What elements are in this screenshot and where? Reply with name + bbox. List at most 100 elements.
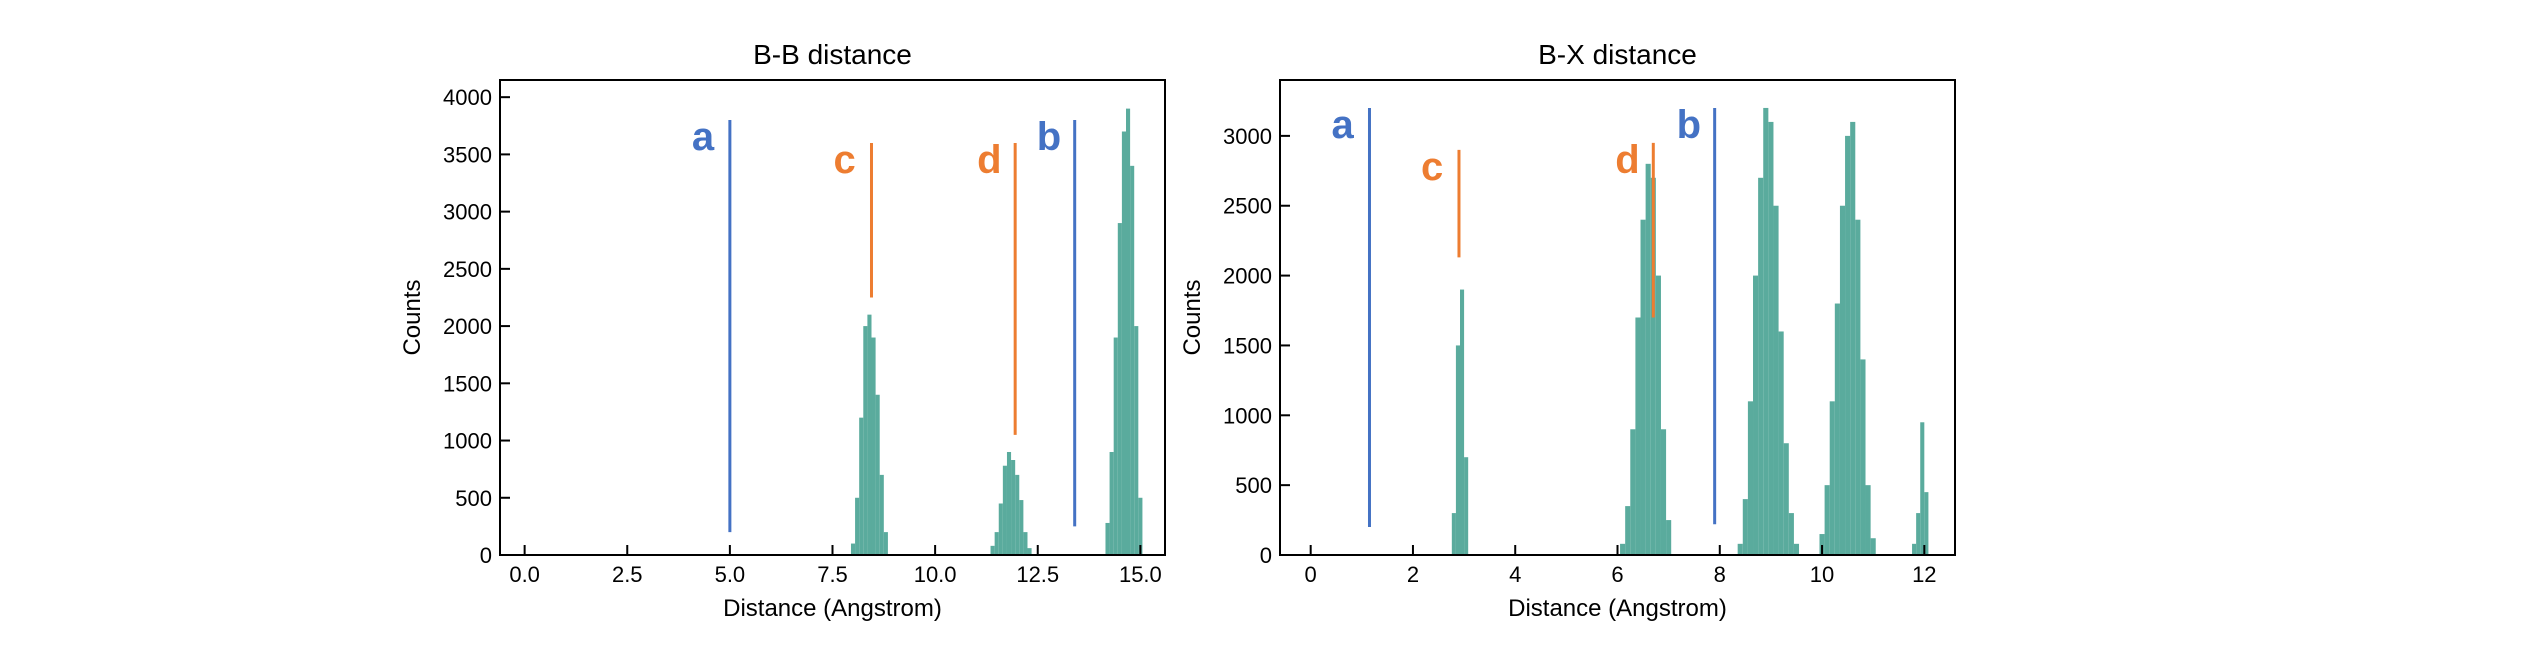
histogram-bars (1451, 107, 1929, 556)
histogram-bar (1138, 497, 1143, 555)
histogram-bar (1834, 303, 1840, 555)
histogram-bar (1660, 429, 1667, 555)
histogram-bar (1850, 121, 1856, 555)
y-axis-label: Counts (1179, 279, 1206, 355)
histogram-bar (1870, 538, 1876, 555)
histogram-bar (1002, 465, 1007, 555)
x-tick-label: 0 (1305, 562, 1317, 587)
chart-title: B-X distance (1538, 39, 1697, 70)
histogram-bar (1793, 543, 1800, 555)
x-tick-label: 10 (1810, 562, 1834, 587)
histogram-bar (1742, 499, 1748, 555)
histogram-bar (1006, 451, 1012, 555)
annotation-label-c: c (1421, 145, 1443, 189)
x-tick-label: 7.5 (817, 562, 848, 587)
x-axis-label: Distance (Angstrom) (1508, 595, 1727, 622)
histogram-bar (1027, 548, 1032, 555)
histogram-bar (1924, 492, 1929, 555)
plot-frame (1279, 79, 1956, 556)
histogram-bar (883, 532, 888, 555)
annotation-label-a: a (692, 115, 715, 159)
histogram-bar (1916, 513, 1921, 555)
x-tick-label: 8 (1714, 562, 1726, 587)
histogram-bar (1620, 543, 1626, 555)
histogram-bar (1117, 223, 1122, 555)
histogram-bar (1655, 275, 1661, 555)
y-tick-label: 500 (455, 486, 492, 511)
histogram-bar (1134, 326, 1139, 555)
histogram-bar (875, 394, 880, 555)
y-tick-label: 2000 (1223, 264, 1272, 289)
histogram-bar (871, 337, 876, 555)
histogram-bar (879, 474, 884, 555)
histogram-bar (1747, 401, 1754, 555)
histogram-bar (1130, 165, 1135, 555)
histogram-bar (867, 314, 872, 555)
x-tick-label: 6 (1611, 562, 1623, 587)
y-axis-ticks: 0 500 1000 1500 2000 2500 3000 (1223, 124, 1290, 568)
x-tick-label: 10.0 (914, 562, 957, 587)
histogram-bar (859, 417, 864, 555)
histogram-bar (1788, 513, 1794, 555)
histogram-bar (1015, 474, 1020, 555)
histogram-bar (1635, 317, 1641, 555)
y-tick-label: 3000 (443, 200, 492, 225)
histogram-bar (1451, 513, 1456, 555)
histogram-bar (1839, 205, 1846, 555)
histogram-bar (1126, 108, 1131, 556)
histogram-bar (1855, 219, 1861, 556)
y-tick-label: 4000 (443, 85, 492, 110)
annotation-label-b: b (1677, 103, 1701, 147)
annotation-label-b: b (1037, 115, 1061, 159)
annotation-label-d: d (1615, 138, 1639, 182)
y-axis-ticks: 0 500 1000 1500 2000 2500 3000 3500 4000 (443, 85, 510, 568)
histogram-bar (1666, 520, 1672, 555)
y-tick-label: 0 (480, 543, 492, 568)
annotation-lines: a c db (1331, 103, 1717, 528)
histogram-bar (1650, 177, 1656, 555)
histogram-bar (1455, 345, 1460, 555)
histogram-bar (1778, 331, 1784, 555)
histogram-bar (994, 532, 999, 555)
y-tick-label: 2500 (443, 257, 492, 282)
x-axis-ticks: 0.0 2.5 5.0 7.5 10.0 12.5 15.0 (509, 545, 1162, 587)
histogram-bar (1109, 451, 1114, 555)
annotation-label-a: a (1331, 103, 1354, 147)
histogram-bar (1625, 506, 1631, 555)
histogram-bar (1645, 163, 1651, 555)
histogram-bar (1464, 457, 1469, 555)
histogram-bar (1819, 534, 1825, 555)
y-tick-label: 0 (1260, 543, 1272, 568)
histogram-bar (863, 326, 868, 555)
annotation-label-c: c (833, 138, 855, 182)
y-tick-label: 3000 (1223, 124, 1272, 149)
histogram-bar (1113, 337, 1118, 555)
histogram-bar (1753, 275, 1759, 555)
histogram-bar (1783, 443, 1789, 555)
x-axis-label: Distance (Angstrom) (723, 595, 942, 622)
histogram-bar (1920, 422, 1925, 555)
x-tick-label: 15.0 (1119, 562, 1162, 587)
histogram-bar (1105, 522, 1110, 555)
histogram-bar (1630, 429, 1636, 555)
plot-frame (499, 79, 1166, 556)
chart-bb-distance: B-B distance Distance (Angstrom) Counts … (399, 39, 1166, 622)
x-tick-label: 12 (1912, 562, 1936, 587)
y-tick-label: 1000 (1223, 403, 1272, 428)
histogram-bar (1860, 359, 1866, 555)
y-axis-label: Counts (399, 279, 426, 355)
histogram-bar (1460, 289, 1465, 555)
y-tick-label: 1000 (443, 429, 492, 454)
histogram-bar (855, 497, 860, 555)
annotation-lines: a c db (692, 115, 1077, 533)
histogram-bar (1829, 401, 1835, 555)
chart-bx-distance: B-X distance Distance (Angstrom) Counts … (1179, 39, 1956, 622)
x-tick-label: 4 (1509, 562, 1521, 587)
chart-title: B-B distance (753, 39, 912, 70)
x-tick-label: 12.5 (1016, 562, 1059, 587)
x-axis-ticks: 0 2 4 6 8 10 12 (1305, 545, 1937, 587)
histogram-bar (1019, 500, 1024, 555)
histogram-bar (1773, 205, 1779, 555)
histogram-bar (1121, 131, 1127, 555)
x-tick-label: 2 (1407, 562, 1419, 587)
